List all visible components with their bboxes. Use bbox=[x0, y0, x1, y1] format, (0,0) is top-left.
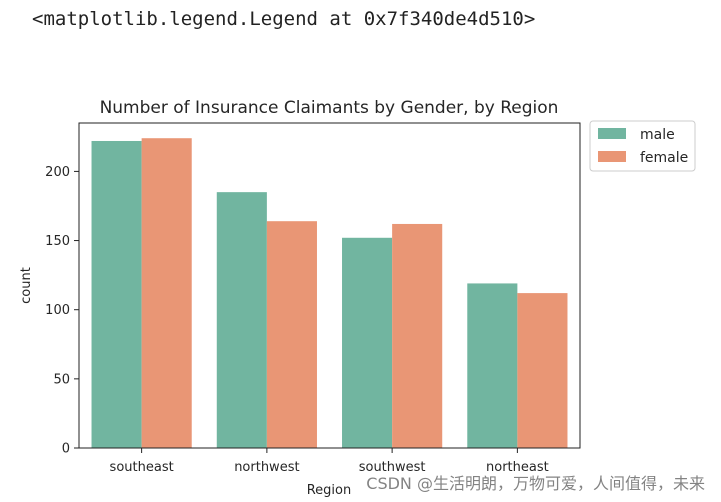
legend-label-male: male bbox=[640, 127, 675, 143]
y-tick-label: 100 bbox=[45, 303, 70, 318]
y-ticks-group: 0 50 100 150 200 bbox=[45, 165, 79, 457]
watermark-text: CSDN @生活明朗，万物可爱，人间值得，未来 bbox=[366, 474, 705, 493]
bar-northwest-male bbox=[216, 192, 267, 448]
legend-swatch-male bbox=[598, 128, 626, 139]
bars-group bbox=[91, 138, 568, 448]
x-tick-label-southeast: southeast bbox=[110, 460, 174, 475]
y-tick-label: 150 bbox=[45, 234, 70, 249]
y-tick-label: 200 bbox=[45, 165, 70, 180]
legend-swatch-female bbox=[598, 151, 626, 162]
plot-frame bbox=[78, 122, 581, 449]
y-axis-label: count bbox=[19, 267, 34, 304]
bar-southeast-male bbox=[91, 140, 142, 448]
output-repr-text: <matplotlib.legend.Legend at 0x7f340de4d… bbox=[32, 8, 536, 30]
x-tick-label-northeast: northeast bbox=[486, 460, 549, 475]
x-tick-label-northwest: northwest bbox=[234, 460, 299, 475]
legend: male female bbox=[589, 120, 696, 172]
bar-northwest-female bbox=[266, 221, 317, 448]
chart-title: Number of Insurance Claimants by Gender,… bbox=[100, 98, 559, 118]
bar-southwest-female bbox=[392, 223, 443, 448]
bar-southeast-female bbox=[141, 138, 192, 448]
y-tick-label: 0 bbox=[62, 442, 70, 457]
x-tick-label-southwest: southwest bbox=[359, 460, 426, 475]
x-axis-label: Region bbox=[307, 483, 352, 498]
x-ticks-group: southeast northwest southwest northeast bbox=[110, 448, 549, 475]
bar-northeast-female bbox=[517, 293, 568, 448]
legend-label-female: female bbox=[640, 150, 688, 166]
y-tick-label: 50 bbox=[53, 372, 70, 387]
bar-southwest-male bbox=[342, 237, 393, 448]
bar-northeast-male bbox=[467, 283, 518, 448]
